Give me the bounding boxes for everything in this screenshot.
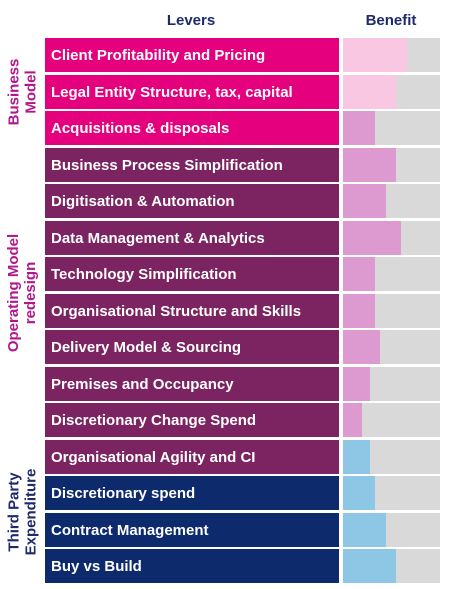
- benefit-bar: [343, 184, 386, 218]
- benefit-bar-track: [343, 111, 440, 145]
- levers-header: Levers: [166, 12, 216, 29]
- benefit-bar-track: [343, 403, 440, 437]
- lever-label: Data Management & Analytics: [45, 221, 339, 255]
- group-label-line: Third Party: [5, 472, 22, 552]
- benefit-bar-track: [343, 38, 440, 72]
- group-label-line: redesign: [22, 261, 39, 325]
- lever-label: Premises and Occupancy: [45, 367, 339, 401]
- benefit-bar-track: [343, 148, 440, 182]
- lever-label: Delivery Model & Sourcing: [45, 330, 339, 364]
- group-label-line: Business: [5, 58, 23, 125]
- benefit-header: Benefit: [365, 12, 417, 29]
- group-label-line: Expenditure: [22, 468, 39, 556]
- benefit-bar-track: [343, 513, 440, 547]
- benefit-bar-track: [343, 476, 440, 510]
- benefit-bar-track: [343, 257, 440, 291]
- benefit-bar: [343, 513, 386, 547]
- lever-label: Organisational Agility and CI: [45, 440, 339, 474]
- benefit-bar-track: [343, 440, 440, 474]
- benefit-bar-track: [343, 367, 440, 401]
- benefit-bar-track: [343, 184, 440, 218]
- benefit-bar: [343, 257, 375, 291]
- benefit-bar: [343, 549, 396, 583]
- benefit-bar: [343, 330, 380, 364]
- lever-label: Buy vs Build: [45, 549, 339, 583]
- benefit-bar: [343, 440, 370, 474]
- benefit-bar: [343, 221, 401, 255]
- benefit-bar: [343, 38, 407, 72]
- group-label-line: Model: [22, 69, 40, 114]
- lever-label: Digitisation & Automation: [45, 184, 339, 218]
- group-label: Third Party Expenditure: [0, 440, 44, 584]
- benefit-bar: [343, 476, 375, 510]
- benefit-bar-track: [343, 294, 440, 328]
- benefit-bar: [343, 111, 375, 145]
- lever-label: Contract Management: [45, 513, 339, 547]
- benefit-bar-track: [343, 330, 440, 364]
- lever-label: Organisational Structure and Skills: [45, 294, 339, 328]
- lever-label: Legal Entity Structure, tax, capital: [45, 75, 339, 109]
- lever-label: Discretionary spend: [45, 476, 339, 510]
- benefit-bar-track: [343, 75, 440, 109]
- benefit-bar: [343, 367, 370, 401]
- lever-label: Acquisitions & disposals: [45, 111, 339, 145]
- benefit-bar-track: [343, 549, 440, 583]
- benefit-bar: [343, 148, 396, 182]
- lever-label: Technology Simplification: [45, 257, 339, 291]
- group-label-line: Operating Model: [5, 233, 22, 353]
- group-label: Business Model: [0, 38, 44, 145]
- benefit-bar: [343, 294, 375, 328]
- lever-label: Business Process Simplification: [45, 148, 339, 182]
- benefit-bar: [343, 403, 362, 437]
- lever-label: Client Profitability and Pricing: [45, 38, 339, 72]
- lever-label: Discretionary Change Spend: [45, 403, 339, 437]
- benefit-bar: [343, 75, 396, 109]
- benefit-bar-track: [343, 221, 440, 255]
- group-label: Operating Model redesign: [0, 148, 44, 438]
